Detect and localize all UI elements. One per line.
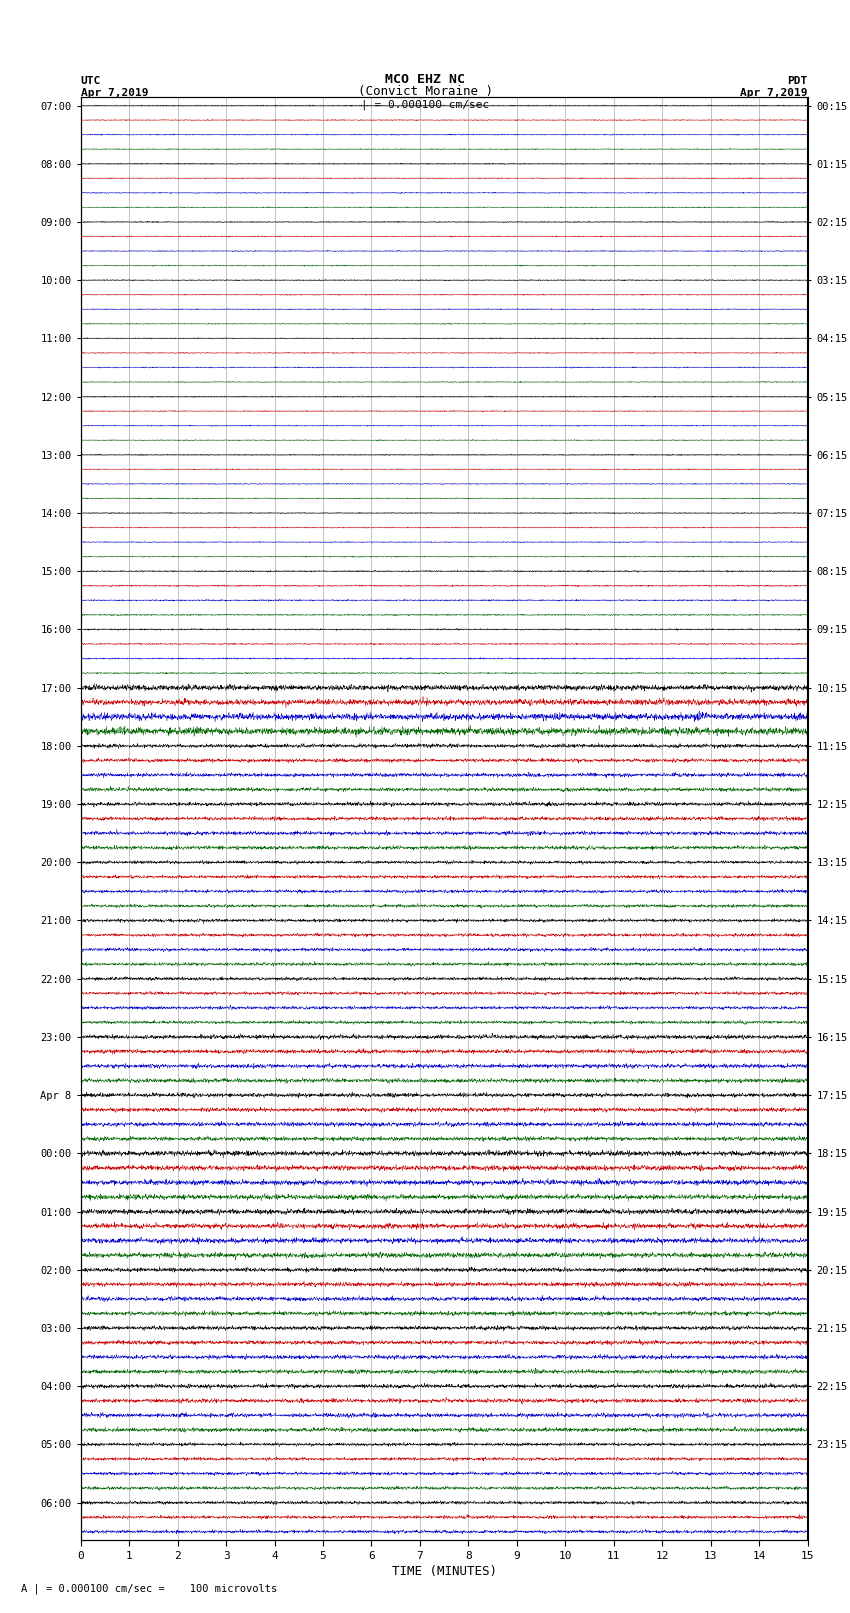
Text: | = 0.000100 cm/sec: | = 0.000100 cm/sec bbox=[361, 98, 489, 110]
Text: Apr 7,2019: Apr 7,2019 bbox=[740, 89, 808, 98]
Text: (Convict Moraine ): (Convict Moraine ) bbox=[358, 85, 492, 98]
Text: PDT: PDT bbox=[787, 76, 808, 85]
Text: UTC: UTC bbox=[81, 76, 101, 85]
Text: Apr 7,2019: Apr 7,2019 bbox=[81, 89, 148, 98]
Text: MCO EHZ NC: MCO EHZ NC bbox=[385, 73, 465, 85]
X-axis label: TIME (MINUTES): TIME (MINUTES) bbox=[392, 1565, 496, 1578]
Text: A | = 0.000100 cm/sec =    100 microvolts: A | = 0.000100 cm/sec = 100 microvolts bbox=[21, 1582, 277, 1594]
